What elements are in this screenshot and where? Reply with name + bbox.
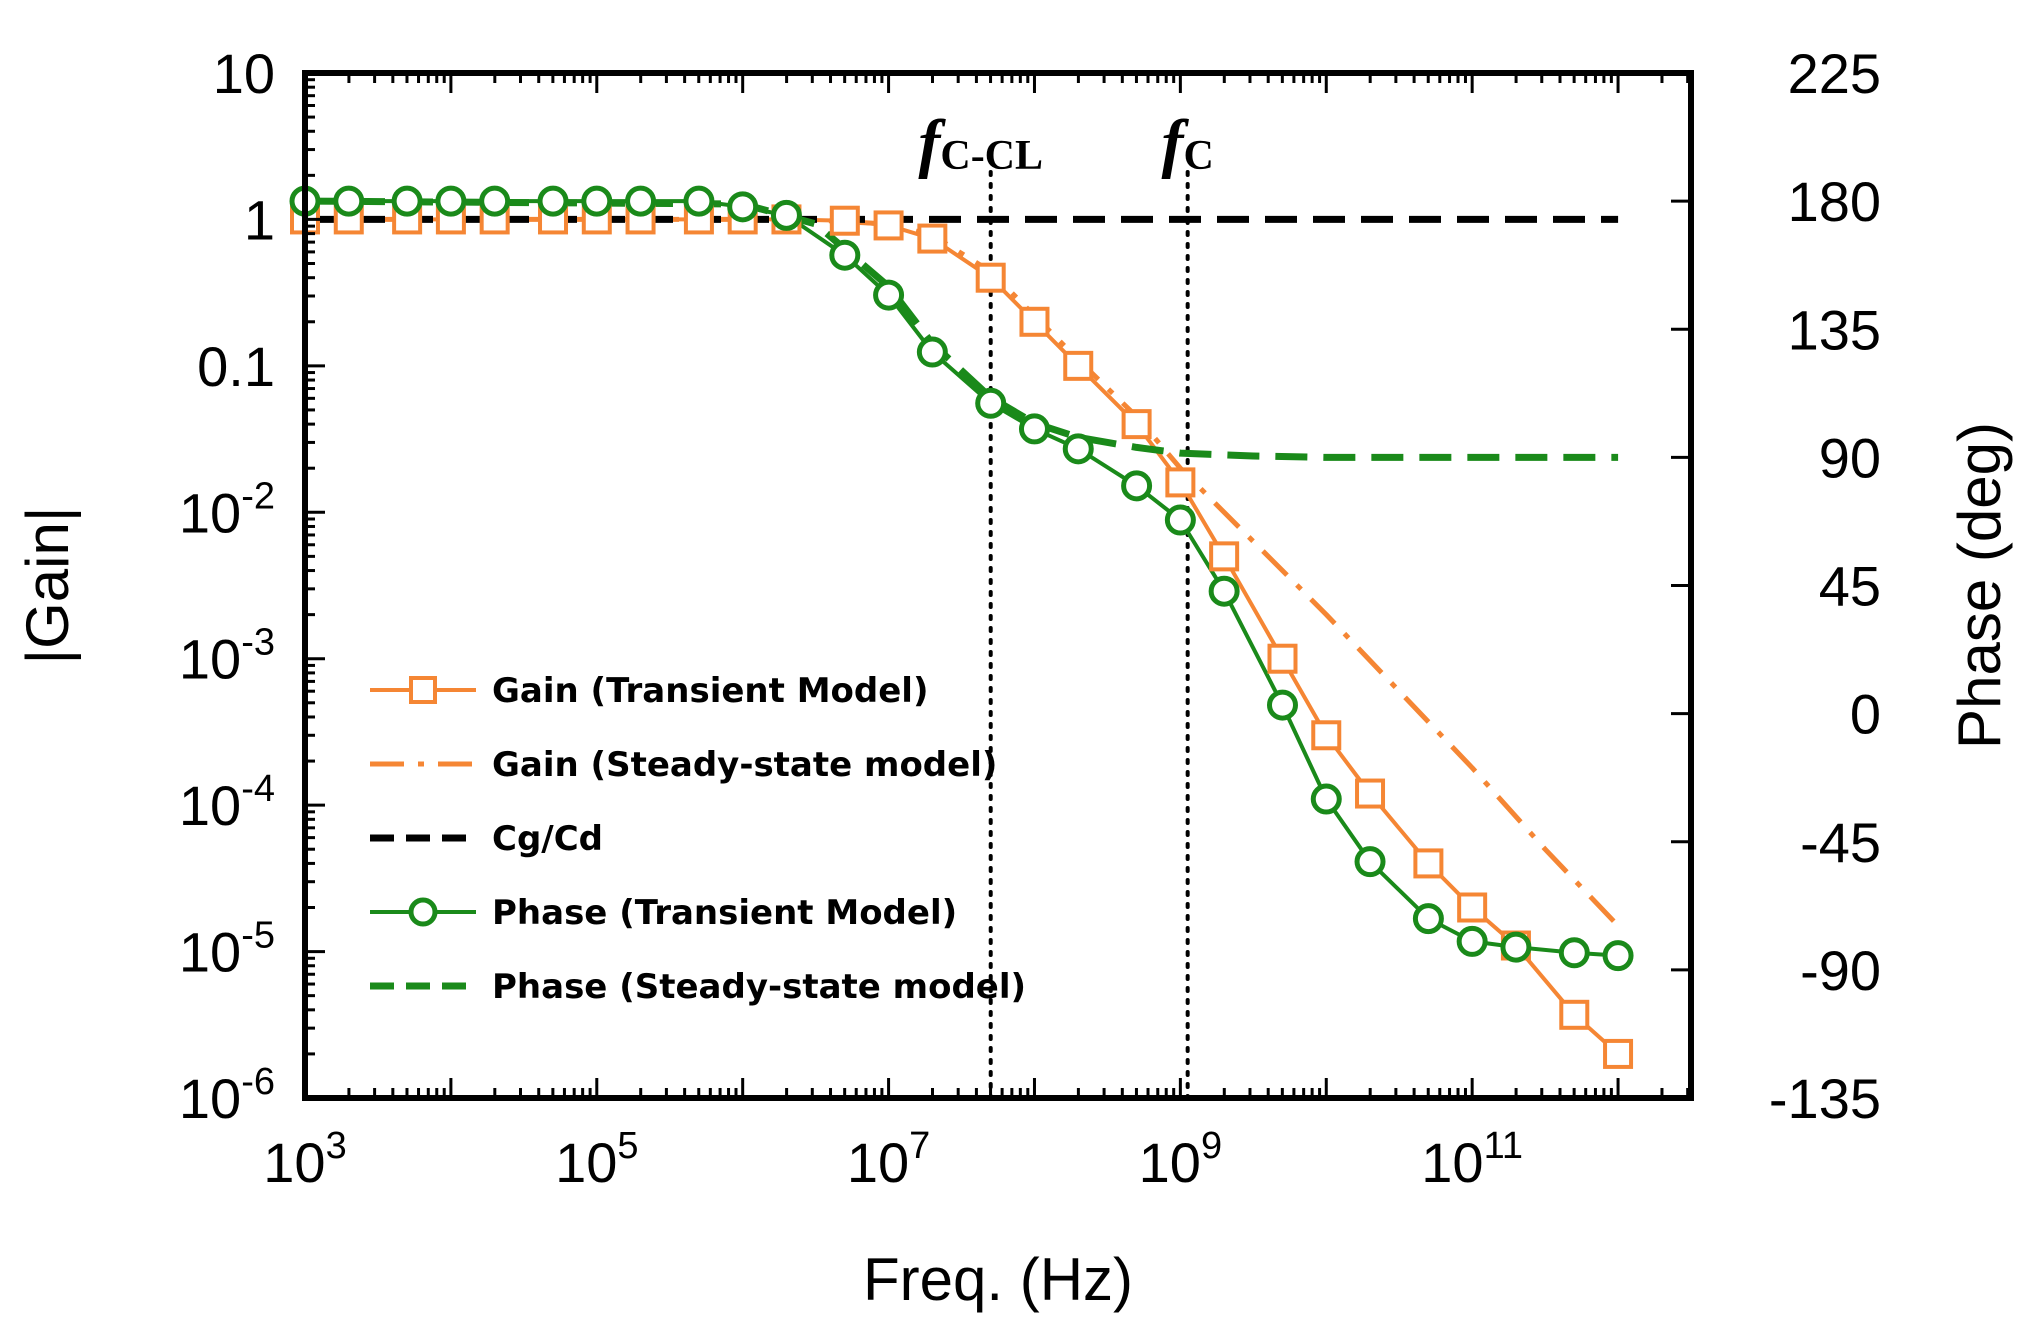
phase-marker bbox=[435, 185, 467, 217]
phase-marker bbox=[975, 387, 1007, 419]
gain-marker bbox=[1355, 778, 1386, 809]
x-tick-label: 107 bbox=[847, 1125, 930, 1194]
chart-tick-layer bbox=[303, 71, 1691, 1100]
legend-label: Gain (Steady-state model) bbox=[492, 745, 997, 785]
phase-marker bbox=[1208, 575, 1240, 607]
y-left-tick-label: 10-2 bbox=[179, 475, 275, 544]
phase-marker bbox=[1121, 470, 1153, 502]
legend-label: Cg/Cd bbox=[492, 819, 603, 859]
phase-marker bbox=[1500, 931, 1532, 963]
phase-marker bbox=[770, 199, 802, 231]
phase-marker bbox=[625, 185, 657, 217]
x-tick-label: 109 bbox=[1139, 1125, 1222, 1194]
phase-marker bbox=[873, 279, 905, 311]
phase-marker bbox=[1456, 925, 1488, 957]
y-right-tick-label: -90 bbox=[1800, 939, 1881, 1002]
gain-marker bbox=[1457, 892, 1488, 923]
legend-label: Gain (Transient Model) bbox=[492, 671, 929, 711]
y-axis-right-label: Phase (deg) bbox=[1946, 422, 2013, 749]
gain-marker bbox=[1603, 1038, 1634, 1069]
y-left-tick-label: 10-6 bbox=[179, 1061, 275, 1130]
y-right-tick-label: 0 bbox=[1850, 683, 1881, 746]
gain-marker bbox=[829, 205, 860, 236]
y-axis-left-label: |Gain| bbox=[14, 507, 81, 665]
gain-marker bbox=[1165, 467, 1196, 498]
y-left-tick-label: 10-4 bbox=[179, 768, 275, 837]
gain-marker bbox=[1019, 306, 1050, 337]
cutoff-label: fC bbox=[1161, 107, 1213, 180]
x-tick-label: 1011 bbox=[1421, 1125, 1523, 1194]
y-right-tick-label: 180 bbox=[1788, 170, 1881, 233]
phase-marker bbox=[581, 185, 613, 217]
x-tick-label: 105 bbox=[555, 1125, 638, 1194]
phase-marker bbox=[727, 191, 759, 223]
gain-marker bbox=[1267, 643, 1298, 674]
gain-marker bbox=[1559, 999, 1590, 1030]
series-line bbox=[304, 197, 1619, 461]
phase-marker bbox=[1018, 413, 1050, 445]
legend: Gain (Transient Model) Gain (Steady-state… bbox=[370, 671, 1026, 1007]
phase-marker bbox=[1412, 903, 1444, 935]
gain-marker bbox=[917, 223, 948, 254]
legend-label: Phase (Steady-state model) bbox=[492, 967, 1026, 1007]
cutoff-label: fC-CL bbox=[918, 107, 1043, 180]
phase-marker bbox=[1310, 783, 1342, 815]
phase-marker bbox=[1602, 940, 1634, 972]
legend-label: Phase (Transient Model) bbox=[492, 893, 957, 933]
phase-marker bbox=[1558, 937, 1590, 969]
chart-line-layer bbox=[304, 170, 1620, 1100]
y-right-tick-label: -135 bbox=[1769, 1067, 1881, 1130]
phase-marker bbox=[1266, 689, 1298, 721]
phase-marker bbox=[333, 185, 365, 217]
phase-marker bbox=[537, 185, 569, 217]
y-right-tick-label: -45 bbox=[1800, 811, 1881, 874]
legend-swatch-marker bbox=[409, 676, 437, 704]
phase-marker bbox=[683, 185, 715, 217]
phase-marker bbox=[391, 185, 423, 217]
y-right-tick-label: 45 bbox=[1819, 555, 1881, 618]
y-left-tick-label: 1 bbox=[244, 188, 275, 251]
phase-marker bbox=[1354, 846, 1386, 878]
y-right-tick-label: 225 bbox=[1788, 42, 1881, 105]
y-left-tick-label: 10-3 bbox=[179, 622, 275, 691]
x-axis-label: Freq. (Hz) bbox=[863, 1246, 1133, 1313]
gain-marker bbox=[1121, 409, 1152, 440]
phase-marker bbox=[1164, 504, 1196, 536]
gain-marker bbox=[1413, 848, 1444, 879]
y-left-tick-label: 0.1 bbox=[197, 335, 275, 398]
x-tick-label: 103 bbox=[263, 1125, 346, 1194]
phase-marker bbox=[479, 185, 511, 217]
y-right-tick-label: 90 bbox=[1819, 426, 1881, 489]
gain-marker bbox=[975, 262, 1006, 293]
y-right-tick-label: 135 bbox=[1788, 298, 1881, 361]
gain-marker bbox=[1311, 720, 1342, 751]
gain-marker bbox=[873, 210, 904, 241]
chart-marker-layer bbox=[289, 185, 1634, 1069]
phase-marker bbox=[916, 336, 948, 368]
phase-marker bbox=[1062, 433, 1094, 465]
phase-marker bbox=[829, 239, 861, 271]
gain-marker bbox=[1063, 350, 1094, 381]
y-left-tick-label: 10-5 bbox=[179, 915, 275, 984]
legend-swatch-marker bbox=[408, 897, 438, 927]
gain-marker bbox=[1209, 541, 1240, 572]
chart-label-layer: 103 105 107 109 1011 10 1 0.1 10-2 10-3 10-4 10-5 10… bbox=[179, 42, 1881, 1194]
y-left-tick-label: 10 bbox=[213, 42, 275, 105]
